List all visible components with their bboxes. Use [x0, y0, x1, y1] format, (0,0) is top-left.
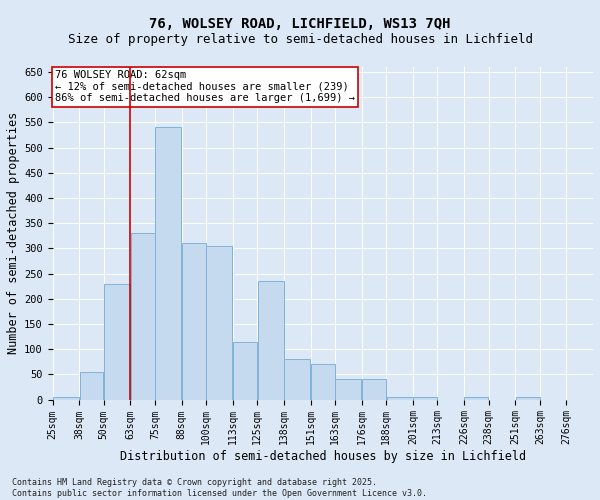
Bar	[284, 359, 310, 400]
Text: 76, WOLSEY ROAD, LICHFIELD, WS13 7QH: 76, WOLSEY ROAD, LICHFIELD, WS13 7QH	[149, 18, 451, 32]
Bar	[206, 246, 232, 400]
Bar	[413, 397, 437, 400]
X-axis label: Distribution of semi-detached houses by size in Lichfield: Distribution of semi-detached houses by …	[120, 450, 526, 463]
Bar	[53, 397, 79, 400]
Bar	[464, 397, 488, 400]
Bar	[386, 397, 413, 400]
Bar	[335, 380, 361, 400]
Bar	[80, 372, 103, 400]
Bar	[515, 397, 539, 400]
Text: Size of property relative to semi-detached houses in Lichfield: Size of property relative to semi-detach…	[67, 32, 533, 46]
Bar	[311, 364, 335, 400]
Bar	[233, 342, 257, 400]
Bar	[182, 244, 206, 400]
Text: 76 WOLSEY ROAD: 62sqm
← 12% of semi-detached houses are smaller (239)
86% of sem: 76 WOLSEY ROAD: 62sqm ← 12% of semi-deta…	[55, 70, 355, 104]
Bar	[131, 233, 155, 400]
Bar	[257, 281, 284, 400]
Text: Contains HM Land Registry data © Crown copyright and database right 2025.
Contai: Contains HM Land Registry data © Crown c…	[12, 478, 427, 498]
Y-axis label: Number of semi-detached properties: Number of semi-detached properties	[7, 112, 20, 354]
Bar	[155, 128, 181, 400]
Bar	[104, 284, 130, 400]
Bar	[362, 380, 386, 400]
